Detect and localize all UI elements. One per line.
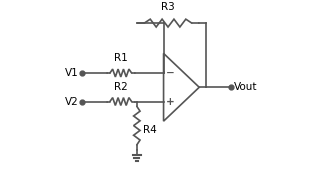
Text: V1: V1 xyxy=(65,68,79,78)
Text: −: − xyxy=(166,67,174,77)
Text: R4: R4 xyxy=(142,125,156,135)
Text: R1: R1 xyxy=(114,53,128,63)
Text: V2: V2 xyxy=(65,96,79,107)
Text: +: + xyxy=(166,97,174,107)
Polygon shape xyxy=(164,53,199,121)
Text: R2: R2 xyxy=(114,82,128,92)
Text: Vout: Vout xyxy=(234,82,258,92)
Text: R3: R3 xyxy=(161,2,175,12)
